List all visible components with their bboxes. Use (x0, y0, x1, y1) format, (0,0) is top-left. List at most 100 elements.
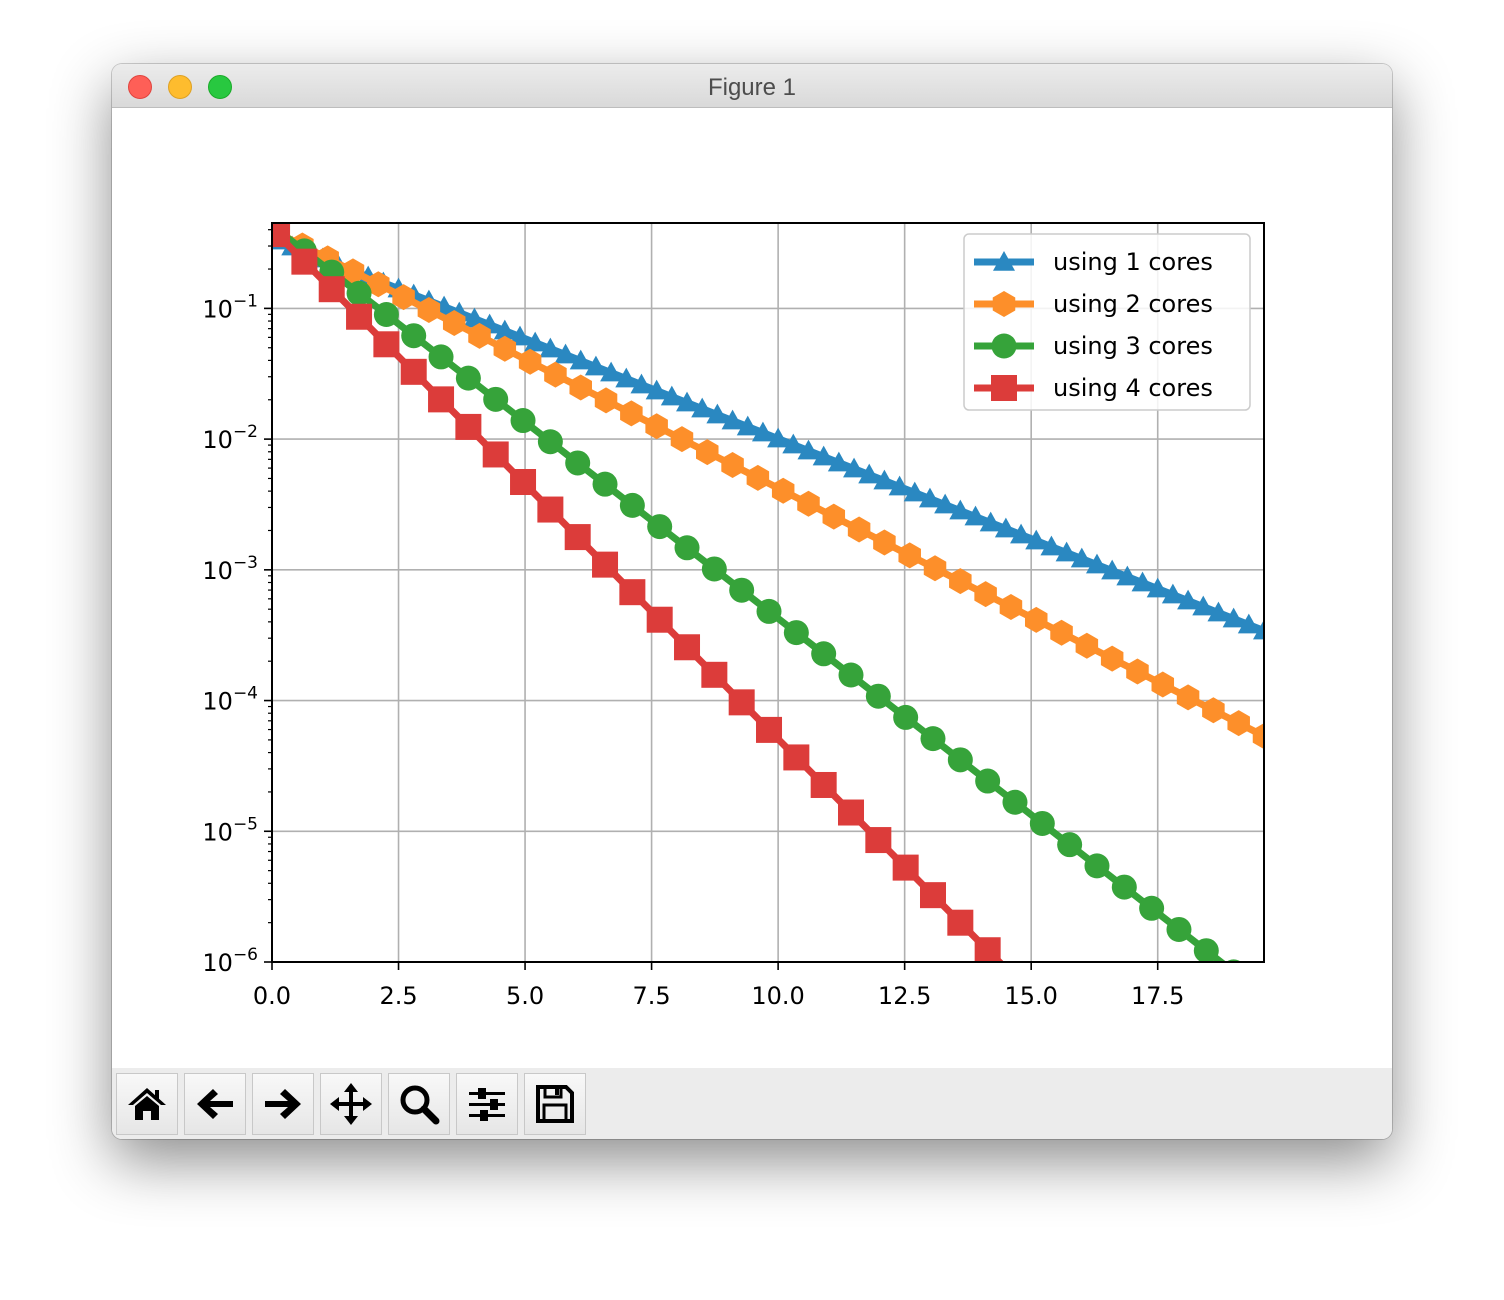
data-point-triangle (979, 511, 1002, 532)
data-point-hexagon (1050, 619, 1073, 646)
data-point-circle (701, 556, 727, 582)
data-point-triangle (858, 463, 881, 484)
pan-button[interactable] (320, 1073, 382, 1135)
data-point-triangle (812, 445, 835, 466)
data-point-circle (346, 280, 372, 306)
data-point-square (756, 716, 783, 743)
x-tick-label: 7.5 (633, 982, 671, 1010)
data-point-hexagon (645, 413, 668, 440)
forward-button[interactable] (252, 1073, 314, 1135)
y-tick-label: 10−6 (202, 945, 258, 977)
data-point-hexagon (1024, 606, 1048, 633)
data-point-triangle (782, 433, 805, 454)
y-tick-label: 10−2 (202, 422, 258, 454)
data-point-hexagon (847, 516, 871, 543)
data-point-hexagon (1202, 697, 1225, 724)
home-button[interactable] (116, 1073, 178, 1135)
data-point-triangle (1101, 559, 1124, 580)
data-point-square (291, 248, 318, 275)
data-point-square (346, 303, 373, 330)
data-point-hexagon (1252, 723, 1264, 750)
data-point-square (783, 744, 810, 771)
data-point-triangle (1207, 601, 1230, 622)
data-point-triangle (751, 421, 774, 442)
zoom-button[interactable] (388, 1073, 450, 1135)
data-point-circle (1166, 916, 1192, 942)
data-point-circle (510, 408, 536, 434)
data-point-square (674, 634, 701, 661)
data-point-hexagon (1227, 710, 1250, 737)
data-point-hexagon (771, 477, 795, 504)
line-chart: 0.0 2.5 5.0 7.5 10.0 12.5 15.0 17.5 10−1 10−2 10−3… (202, 222, 1265, 1010)
minimize-button[interactable] (168, 75, 192, 99)
data-point-hexagon (417, 297, 441, 324)
data-point-hexagon (974, 581, 997, 608)
series-hexagon (272, 223, 1264, 750)
x-tick-label: 15.0 (1004, 982, 1057, 1010)
save-button[interactable] (524, 1073, 586, 1135)
configure-subplots-button[interactable] (456, 1073, 518, 1135)
data-point-circle (920, 726, 946, 752)
data-point-triangle (918, 487, 941, 508)
data-point-triangle (797, 439, 820, 460)
x-tick-label: 17.5 (1131, 982, 1184, 1010)
data-point-triangle (493, 319, 516, 340)
axis-ticks: 0.0 2.5 5.0 7.5 10.0 12.5 15.0 17.5 10−1 10−2 10−3… (202, 229, 1184, 1010)
data-point-square (810, 771, 837, 798)
data-point-triangle (949, 499, 972, 520)
data-point-hexagon (392, 284, 415, 311)
arrow-left-icon (197, 1089, 233, 1119)
data-point-triangle (1192, 595, 1215, 616)
data-point-hexagon (992, 291, 1016, 317)
data-point-square (619, 579, 646, 606)
maximize-button[interactable] (208, 75, 232, 99)
data-point-hexagon (1126, 658, 1149, 685)
sliders-icon (469, 1088, 505, 1121)
data-point-circle (401, 323, 427, 349)
data-point-triangle (1177, 589, 1200, 610)
data-point-triangle (1253, 619, 1264, 640)
data-point-square (373, 331, 400, 358)
data-point-hexagon (721, 451, 744, 478)
window-title: Figure 1 (707, 74, 797, 101)
data-point-circle (455, 365, 481, 391)
data-point-square (272, 223, 291, 248)
x-tick-label: 12.5 (878, 982, 931, 1010)
data-point-circle (975, 768, 1001, 794)
data-point-hexagon (873, 529, 896, 556)
data-point-triangle (554, 343, 577, 364)
arrow-right-icon (265, 1089, 301, 1119)
data-point-triangle (888, 475, 911, 496)
data-point-square (537, 496, 564, 523)
data-point-circle (428, 344, 454, 370)
data-point-square (865, 827, 892, 854)
data-point-circle (483, 386, 509, 412)
close-button[interactable] (128, 75, 152, 99)
x-tick-label: 2.5 (379, 982, 417, 1010)
data-point-triangle (463, 307, 486, 328)
data-point-hexagon (544, 361, 567, 388)
data-point-hexagon (518, 348, 542, 375)
data-point-square (428, 386, 455, 413)
data-point-circle (1029, 810, 1055, 836)
data-point-hexagon (949, 568, 972, 595)
data-point-triangle (873, 469, 896, 490)
title-bar[interactable]: Figure 1 (112, 64, 1392, 108)
y-tick-label: 10−3 (202, 553, 258, 585)
data-point-circle (1139, 895, 1165, 921)
data-point-triangle (1131, 571, 1154, 592)
data-point-triangle (600, 361, 623, 382)
data-point-square (991, 375, 1017, 401)
data-point-triangle (615, 367, 638, 388)
figure-canvas[interactable]: 0.0 2.5 5.0 7.5 10.0 12.5 15.0 17.5 10−1 10−2 10−3… (112, 108, 1392, 1068)
data-point-triangle (1116, 565, 1139, 586)
back-button[interactable] (184, 1073, 246, 1135)
data-point-circle (1084, 853, 1110, 879)
data-point-triangle (660, 385, 683, 406)
data-point-circle (592, 471, 618, 497)
data-point-circle (729, 577, 755, 603)
data-point-hexagon (1100, 645, 1124, 672)
data-point-hexagon (620, 400, 643, 427)
series-line (275, 229, 1264, 740)
data-point-triangle (903, 481, 926, 502)
